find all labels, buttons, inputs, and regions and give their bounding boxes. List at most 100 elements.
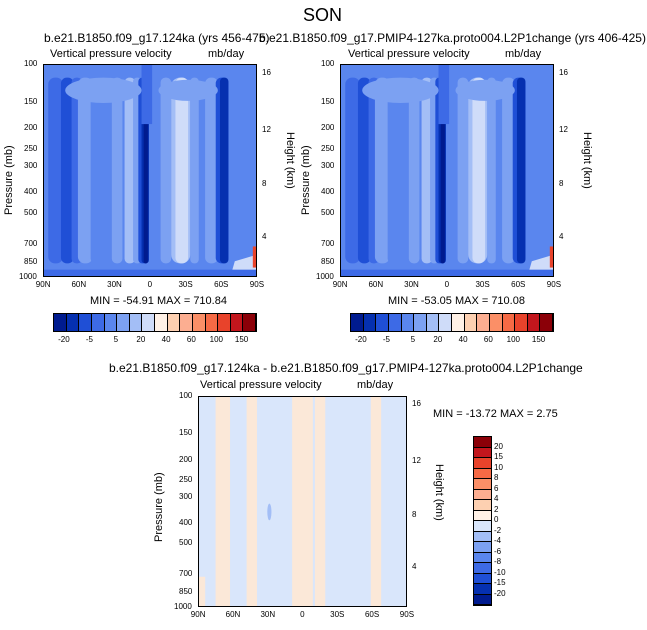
field-blue-spot (267, 503, 272, 521)
field-top-column (141, 65, 153, 125)
cb1-bar (53, 313, 257, 332)
p3-y2-tick: 4 (412, 561, 417, 571)
colorbar-label: 2 (494, 504, 499, 514)
colorbar-label: 150 (531, 335, 546, 344)
field-upper-patch (455, 79, 515, 101)
colorbar-swatch (91, 314, 105, 331)
field-warm-band (215, 397, 231, 606)
p2-x-tick: 90N (332, 280, 348, 289)
field-positive-spot (549, 246, 553, 268)
p3-y2-tick: 16 (412, 399, 421, 409)
colorbar-swatch (474, 584, 491, 595)
p1-y-tick: 100 (24, 59, 38, 68)
p1-x-tick: 90N (35, 280, 51, 289)
p2-y-tick: 250 (321, 143, 335, 153)
field-band (230, 77, 244, 264)
p1-x-tick: 30S (178, 280, 193, 289)
panel3-title: b.e21.B1850.f09_g17.124ka - b.e21.B1850.… (109, 361, 583, 375)
panel2-plot-area (340, 64, 554, 277)
field-band (421, 77, 433, 264)
field-band (48, 77, 64, 264)
field-upper-patch (158, 79, 218, 101)
colorbar-label: 10 (494, 462, 503, 472)
colorbar-label: -8 (494, 557, 502, 566)
colorbar-swatch (401, 314, 415, 331)
plot3-field (199, 397, 406, 606)
colorbar-swatch (104, 314, 118, 331)
p3-x-tick: 60N (225, 610, 241, 619)
colorbar-swatch (474, 563, 491, 574)
p2-y2-tick: 16 (559, 67, 568, 77)
panel2-title: b.e21.B1850.f09_g17.PMIP4-127ka.proto004… (259, 31, 646, 45)
p1-y2-tick: 4 (262, 231, 267, 241)
colorbar-label: 20 (136, 335, 146, 344)
panel3-stats: MIN = -13.72 MAX = 2.75 (433, 408, 558, 420)
field-band (60, 77, 74, 264)
colorbar-swatch (489, 314, 503, 331)
colorbar-swatch (474, 573, 491, 584)
colorbar-swatch (351, 314, 364, 331)
p2-y-tick: 1000 (316, 272, 334, 281)
colorbar-swatch (142, 314, 155, 331)
colorbar-swatch (474, 594, 491, 605)
colorbar-label: -4 (494, 536, 502, 545)
field-band (357, 77, 371, 264)
panel3-y-axis-label: Pressure (mb) (153, 472, 165, 542)
field-band (408, 77, 420, 264)
colorbar-swatch (129, 314, 143, 331)
p1-y-tick: 500 (24, 207, 38, 217)
colorbar-swatch (464, 314, 478, 331)
p1-y-tick: 150 (24, 96, 38, 106)
colorbar-swatch (474, 437, 491, 448)
p3-y-tick: 300 (179, 491, 193, 501)
panel3-variable-label: Vertical pressure velocity (200, 379, 322, 391)
colorbar-label: -6 (494, 546, 502, 556)
colorbar-label: -5 (382, 335, 390, 344)
p3-y2-tick: 12 (412, 456, 421, 466)
panel2-units-label: mb/day (505, 48, 542, 60)
plot2-field (341, 65, 553, 276)
p2-y-tick: 300 (321, 160, 335, 170)
panel1-stats: MIN = -54.91 MAX = 710.84 (90, 295, 227, 307)
field-band (374, 77, 390, 264)
colorbar-label: 4 (494, 494, 499, 503)
panel2-variable-label: Vertical pressure velocity (348, 48, 470, 60)
p2-y2-tick: 4 (559, 231, 564, 241)
p2-y2-tick: 12 (559, 125, 568, 135)
p1-x-tick: 90S (249, 280, 265, 289)
colorbar-swatch (155, 314, 168, 331)
colorbar-swatch (376, 314, 389, 331)
p2-x-tick: 30N (404, 280, 419, 289)
colorbar-label: -5 (85, 335, 93, 344)
field-surface-patch (199, 576, 206, 606)
colorbar-label: 6 (494, 483, 499, 493)
colorbar-label: 40 (161, 335, 171, 344)
panel2-stats: MIN = -53.05 MAX = 710.08 (388, 295, 525, 307)
field-upper-patch (65, 77, 142, 103)
colorbar-swatch (79, 314, 92, 331)
field-band (77, 77, 93, 264)
p2-y-tick: 200 (321, 123, 335, 133)
colorbar-swatch (54, 314, 67, 331)
colorbar-swatch (426, 314, 440, 331)
colorbar-swatch (218, 314, 231, 331)
colorbar-swatch (414, 314, 427, 331)
p1-y-tick: 700 (24, 239, 38, 248)
p2-x-tick: 90S (546, 280, 562, 289)
colorbar-swatch (527, 314, 541, 331)
panel1-units-label: mb/day (208, 48, 245, 60)
field-band (457, 77, 469, 264)
colorbar-swatch (540, 314, 553, 331)
colorbar-swatch (192, 314, 206, 331)
colorbar-label: -2 (494, 525, 502, 535)
p3-x-tick: 60S (364, 610, 380, 619)
p2-x-tick: 60N (368, 280, 384, 289)
p2-x-tick: 60S (511, 280, 526, 289)
field-upper-patch (362, 77, 439, 103)
p2-y-tick: 700 (321, 239, 335, 248)
colorbar-label: 20 (494, 441, 503, 451)
p1-x-tick: 60N (71, 280, 87, 289)
p3-y-tick: 250 (179, 474, 193, 484)
field-surface-strip (341, 269, 553, 276)
colorbar-swatch (388, 314, 402, 331)
